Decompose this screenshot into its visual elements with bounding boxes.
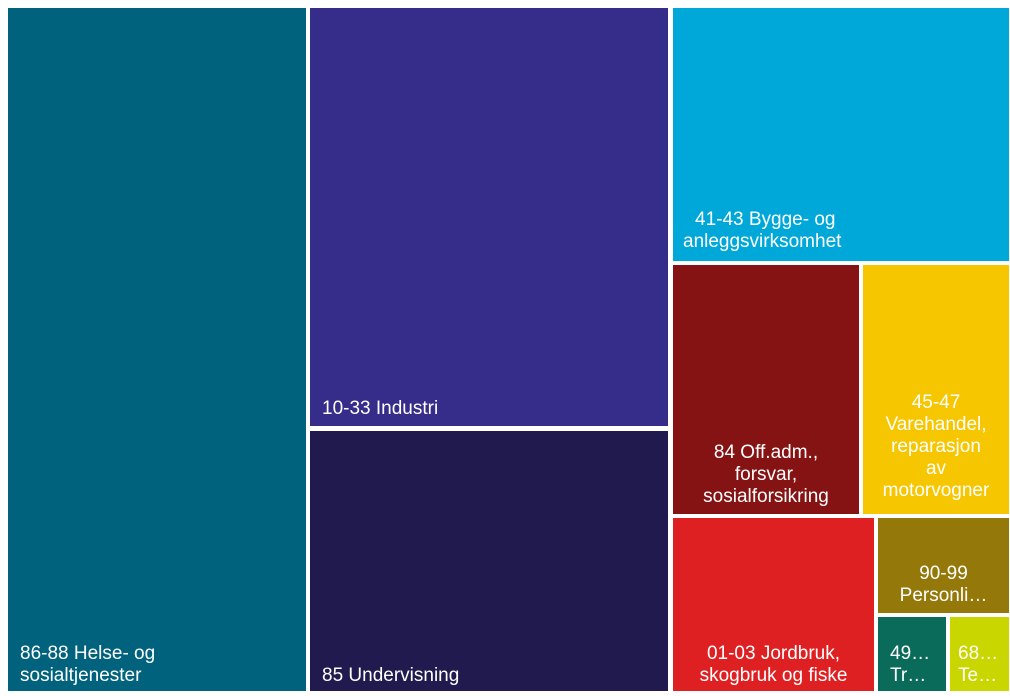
treemap-label-line: Varehandel,	[885, 414, 987, 435]
treemap-label-line: 86-88 Helse- og	[20, 643, 156, 664]
treemap-label-industri: 10-33 Industri	[322, 398, 438, 420]
treemap-tile-helse: 86-88 Helse- og sosialtjenester	[8, 8, 306, 691]
treemap-label-line: 45-47	[911, 392, 961, 413]
treemap-tile-varehandel: 45-47 Varehandel, reparasjon av motorvogner	[863, 265, 1009, 514]
treemap-label-line: 49…	[890, 643, 931, 664]
treemap-tile-industri: 10-33 Industri	[310, 8, 668, 426]
treemap-label-line: reparasjon	[891, 436, 981, 457]
treemap-label-line: anleggsvirksomhet	[683, 231, 842, 252]
treemap-label-personlig: 90-99 Personli…	[878, 563, 1009, 607]
treemap-label-line: 41-43 Bygge- og	[695, 209, 836, 230]
treemap-label-line: 84 Off.adm.,	[713, 442, 819, 463]
treemap-label-line: motorvogner	[882, 480, 990, 501]
treemap-label-line: skogbruk og fiske	[699, 665, 848, 686]
treemap-label-line: forsvar,	[734, 464, 798, 485]
treemap-tile-undervisning: 85 Undervisning	[310, 431, 668, 691]
treemap-label-line: Personli…	[899, 585, 988, 606]
treemap-label-transport: 49… Tr…	[890, 643, 930, 687]
treemap-label-line: 85 Undervisning	[322, 665, 460, 686]
treemap-tile-jordbruk: 01-03 Jordbruk, skogbruk og fiske	[673, 518, 874, 691]
treemap-tile-transport: 49… Tr…	[878, 617, 946, 691]
treemap-label-bygg: 41-43 Bygge- og anleggsvirksomhet	[683, 209, 841, 253]
treemap-label-line: Tr…	[890, 665, 927, 686]
treemap-label-offadm: 84 Off.adm., forsvar, sosialforsikring	[673, 442, 859, 508]
treemap-label-undervisning: 85 Undervisning	[322, 665, 459, 687]
treemap-tile-offadm: 84 Off.adm., forsvar, sosialforsikring	[673, 265, 859, 514]
treemap-label-line: Te…	[958, 665, 998, 686]
treemap-label-varehandel: 45-47 Varehandel, reparasjon av motorvogner	[863, 392, 1009, 502]
treemap-label-line: 01-03 Jordbruk,	[706, 643, 841, 664]
treemap-label-line: sosialforsikring	[703, 486, 829, 507]
treemap-label-jordbruk: 01-03 Jordbruk, skogbruk og fiske	[673, 643, 874, 687]
treemap-label-line: 90-99	[919, 563, 968, 584]
treemap-label-line: av	[925, 458, 947, 479]
treemap-label-helse: 86-88 Helse- og sosialtjenester	[20, 643, 155, 687]
treemap-label-teknisk: 68… Te…	[958, 643, 998, 687]
treemap-label-line: 10-33 Industri	[322, 398, 439, 419]
treemap-label-line: sosialtjenester	[20, 665, 142, 686]
treemap-tile-teknisk: 68… Te…	[950, 617, 1009, 691]
treemap-tile-bygg: 41-43 Bygge- og anleggsvirksomhet	[673, 8, 1009, 261]
treemap-tile-personlig: 90-99 Personli…	[878, 518, 1009, 613]
treemap-label-line: 68…	[958, 643, 999, 664]
